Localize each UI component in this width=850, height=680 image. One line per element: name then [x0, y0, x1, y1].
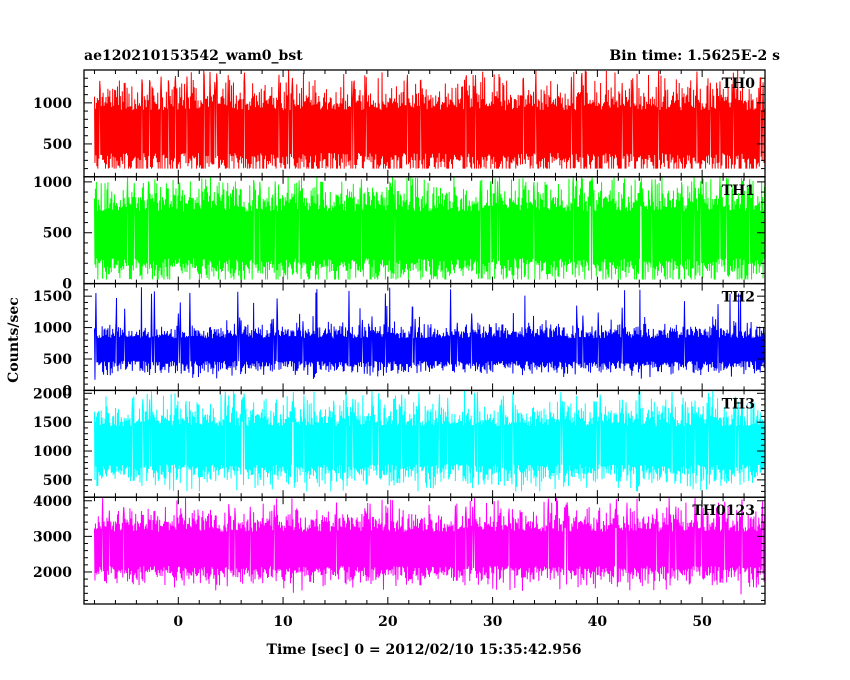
y-tick-label: 0 — [62, 277, 72, 293]
series-line-th1 — [93, 176, 765, 280]
y-tick-label: 2000 — [33, 565, 72, 581]
x-tick-label: 50 — [692, 614, 712, 630]
y-tick-label: 3000 — [33, 529, 72, 545]
y-tick-label: 500 — [43, 226, 72, 242]
panel-th0123: 2000 3000 4000 TH0123 — [33, 494, 766, 605]
x-tick-label: 0 — [173, 614, 183, 630]
series-line-th3 — [93, 390, 765, 492]
y-tick-label: 1000 — [33, 444, 72, 460]
chart-title-left: ae120210153542_wam0_bst — [84, 48, 303, 64]
chart-title-right: Bin time: 1.5625E-2 s — [609, 48, 780, 64]
y-axis-label: Counts/sec — [6, 297, 22, 383]
y-tick-label: 4000 — [33, 494, 72, 510]
y-tick-label: 500 — [43, 473, 72, 489]
panel-label-th2: TH2 — [722, 290, 755, 306]
panel-label-th3: TH3 — [722, 396, 755, 412]
series-line-th2 — [93, 287, 765, 380]
y-tick-label: 500 — [43, 352, 72, 368]
y-tick-label: 500 — [43, 137, 72, 153]
panel-th2: 0 500 1000 1500 TH2 — [33, 282, 766, 399]
x-tick-label: 10 — [273, 614, 293, 630]
panel-label-th1: TH1 — [722, 183, 755, 199]
y-tick-label: 1000 — [33, 321, 72, 337]
panel-label-th0123: TH0123 — [692, 503, 755, 519]
y-tick-label: 1500 — [33, 289, 72, 305]
x-tick-label: 30 — [483, 614, 503, 630]
y-tick-label: 1000 — [33, 175, 72, 191]
panel-label-th0: TH0 — [722, 76, 756, 92]
y-tick-label: 1000 — [33, 96, 72, 112]
panel-th0: 500 1000 TH0 — [33, 69, 766, 178]
x-axis: 0 10 20 30 40 50 — [173, 614, 712, 630]
y-tick-label: 1500 — [33, 415, 72, 431]
x-tick-label: 40 — [588, 614, 608, 630]
series-line-th0123 — [93, 497, 765, 595]
series-line-th0 — [93, 70, 765, 169]
panels: 500 1000 TH0 0 500 1000 TH1 0 500 1000 1500 TH2 500 1… — [33, 69, 766, 605]
y-tick-label: 0 — [62, 383, 72, 399]
panel-th3: 500 1000 1500 2000 TH3 — [33, 386, 766, 498]
y-tick-label: 2000 — [33, 386, 72, 402]
panel-th1: 0 500 1000 TH1 — [33, 175, 766, 293]
x-axis-label: Time [sec] 0 = 2012/02/10 15:35:42.956 — [267, 642, 582, 658]
x-tick-label: 20 — [378, 614, 398, 630]
